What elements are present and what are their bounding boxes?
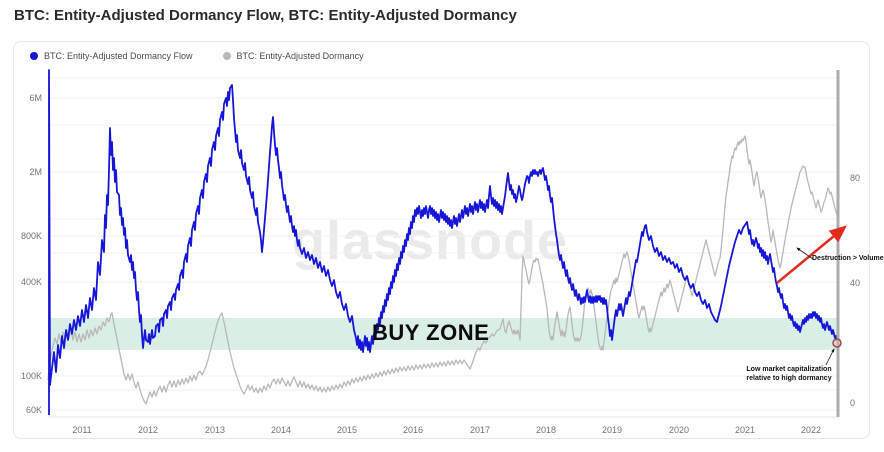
- legend-item-dormancy-flow[interactable]: BTC: Entity-Adjusted Dormancy Flow: [30, 51, 193, 61]
- gridlines: [48, 77, 838, 418]
- legend-label: BTC: Entity-Adjusted Dormancy Flow: [44, 51, 193, 61]
- x-tick: 2014: [271, 425, 291, 435]
- y-left-tick: 60K: [26, 405, 42, 415]
- legend: BTC: Entity-Adjusted Dormancy Flow BTC: …: [30, 51, 364, 61]
- x-tick: 2017: [470, 425, 490, 435]
- dormancy-flow-line[interactable]: [48, 69, 839, 415]
- y-left-tick: 100K: [21, 371, 42, 381]
- y-left-axis: 6M 2M 800K 400K 100K 60K: [21, 93, 42, 415]
- destruction-arrow: [776, 225, 847, 284]
- x-tick: 2021: [735, 425, 755, 435]
- y-right-axis: 80 40 0: [850, 173, 860, 408]
- chart-card: [13, 41, 870, 439]
- destruction-volume-label: Destruction > Volume: [812, 255, 884, 262]
- x-tick: 2015: [337, 425, 357, 435]
- low-market-leader-line: [825, 348, 835, 366]
- y-left-tick: 6M: [29, 93, 42, 103]
- y-left-tick: 2M: [29, 167, 42, 177]
- low-market-cap-label: Low market capitalization relative to hi…: [746, 366, 832, 383]
- legend-dot-gray-icon: [222, 52, 231, 60]
- destruction-leader-line: [796, 247, 814, 260]
- glassnode-watermark: glassnode: [292, 211, 569, 271]
- page-title: BTC: Entity-Adjusted Dormancy Flow, BTC:…: [14, 7, 517, 24]
- x-tick: 2013: [205, 425, 225, 435]
- y-right-tick: 40: [850, 278, 860, 288]
- dormancy-line[interactable]: [47, 135, 839, 405]
- x-tick: 2020: [669, 425, 689, 435]
- x-tick: 2012: [138, 425, 158, 435]
- buy-zone-band: [48, 318, 838, 350]
- y-right-tick: 0: [850, 398, 855, 408]
- legend-item-dormancy[interactable]: BTC: Entity-Adjusted Dormancy: [222, 51, 364, 61]
- x-axis: 2011 2012 2013 2014 2015 2016 2017 2018 …: [72, 425, 821, 435]
- y-left-tick: 400K: [21, 277, 42, 287]
- y-left-tick: 800K: [21, 231, 42, 241]
- x-tick: 2018: [536, 425, 556, 435]
- y-right-tick: 80: [850, 173, 860, 183]
- buy-zone-label: BUY ZONE: [372, 320, 490, 345]
- x-tick: 2022: [801, 425, 821, 435]
- legend-label: BTC: Entity-Adjusted Dormancy: [236, 51, 364, 61]
- x-tick: 2019: [602, 425, 622, 435]
- legend-dot-blue-icon: [30, 52, 38, 60]
- x-tick: 2016: [403, 425, 423, 435]
- x-tick: 2011: [72, 425, 91, 435]
- series-end-marker: [832, 338, 842, 348]
